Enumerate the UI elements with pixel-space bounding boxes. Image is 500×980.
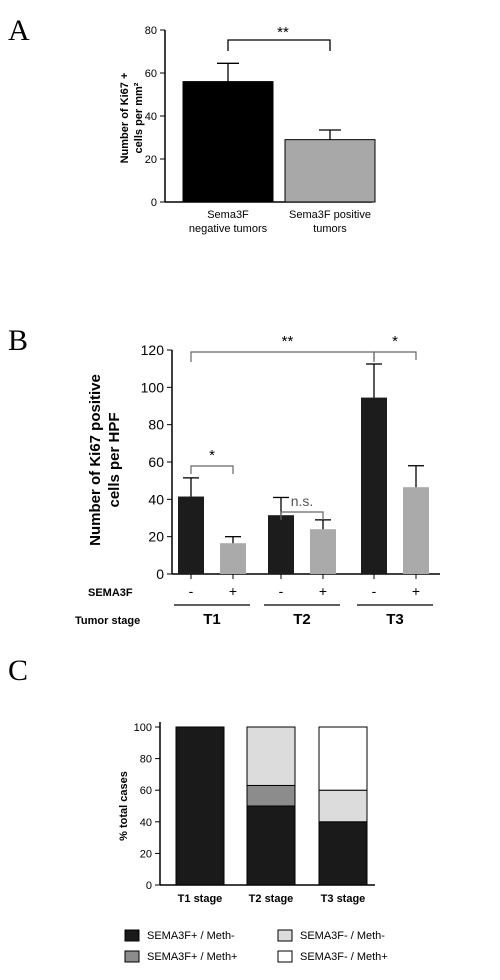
x-tick-label: negative tumors <box>189 223 268 235</box>
stage-row-label: Tumor stage <box>75 615 140 627</box>
sign-label: + <box>229 583 237 599</box>
significance-bracket <box>190 465 234 474</box>
y-tick-label: 60 <box>148 454 164 470</box>
sign-label: + <box>319 583 327 599</box>
legend-label: SEMA3F+ / Meth+ <box>147 951 237 963</box>
significance-bracket <box>227 39 331 51</box>
legend-label: SEMA3F- / Meth- <box>300 930 385 942</box>
treatment-row-label: SEMA3F <box>88 587 133 599</box>
bar <box>403 487 429 574</box>
sign-label: + <box>412 583 420 599</box>
stacked-segment <box>246 726 296 786</box>
stacked-segment <box>175 726 225 886</box>
significance-label: ** <box>277 24 289 41</box>
legend-swatch <box>277 929 293 942</box>
x-tick-label: Sema3F <box>207 209 249 221</box>
legend-label: SEMA3F- / Meth+ <box>300 951 388 963</box>
group-label: T1 <box>203 611 221 628</box>
x-tick-label: T1 stage <box>178 893 223 905</box>
y-tick-label: 80 <box>140 754 152 766</box>
y-tick-label: 100 <box>134 722 152 734</box>
significance-bracket-across <box>190 351 375 362</box>
bar <box>310 529 336 574</box>
stacked-segment <box>318 821 368 886</box>
group-label: T2 <box>293 611 311 628</box>
y-axis-label-line: Number of Ki67 positive <box>87 374 104 546</box>
y-axis-label: % total cases <box>118 771 130 841</box>
chart-a: 0 20 40 60 80 Sema3F negative tumors Sema3F pos… <box>119 24 376 235</box>
x-tick-label: T2 stage <box>249 893 294 905</box>
legend-swatch <box>124 950 140 963</box>
group-label: T3 <box>386 611 404 628</box>
y-axis-label-line: cells per mm² <box>133 82 145 153</box>
x-tick-label: T3 stage <box>321 893 366 905</box>
y-tick-label: 100 <box>141 379 165 395</box>
bar <box>220 543 246 574</box>
stacked-segment <box>318 789 368 823</box>
bar <box>268 515 294 574</box>
y-tick-label: 20 <box>145 154 157 166</box>
y-tick-label: 20 <box>140 848 152 860</box>
bar <box>361 397 387 574</box>
significance-bracket <box>280 511 324 520</box>
sign-label: - <box>189 583 194 599</box>
y-tick-label: 120 <box>141 342 165 358</box>
y-axis-label-line: cells per HPF <box>106 412 123 507</box>
bar <box>182 81 274 203</box>
y-tick-label: 40 <box>140 817 152 829</box>
chart-c: 0 20 40 60 80 100 T1 stage T2 stage T3 stage % to… <box>118 722 388 963</box>
bar <box>178 496 204 574</box>
panel-label-c: C <box>8 654 28 687</box>
legend-swatch <box>124 929 140 942</box>
y-tick-label: 20 <box>148 529 164 545</box>
y-tick-label: 60 <box>145 68 157 80</box>
stacked-segment <box>246 784 296 807</box>
x-tick-label: Sema3F positive <box>289 209 371 221</box>
stacked-segment <box>246 805 296 886</box>
significance-label: * <box>392 333 398 350</box>
x-tick-label: tumors <box>313 223 347 235</box>
sign-label: - <box>279 583 284 599</box>
legend-swatch <box>277 950 293 963</box>
significance-bracket <box>373 351 417 360</box>
y-tick-label: 0 <box>151 197 157 209</box>
y-axis-label-line: Number of Ki67 + <box>119 73 131 164</box>
panel-label-a: A <box>8 14 30 47</box>
y-tick-label: 40 <box>148 491 164 507</box>
legend-label: SEMA3F+ / Meth- <box>147 930 235 942</box>
y-axis-label: Number of Ki67 positive cells per HPF <box>87 374 123 546</box>
significance-label-across: ** <box>282 333 294 350</box>
stacked-segment <box>318 726 368 791</box>
y-tick-label: 40 <box>145 111 157 123</box>
y-tick-label: 80 <box>145 25 157 37</box>
y-tick-label: 80 <box>148 417 164 433</box>
significance-label: * <box>209 447 215 464</box>
significance-label: n.s. <box>291 493 314 509</box>
y-tick-label: 0 <box>146 880 152 892</box>
y-tick-label: 0 <box>156 566 164 582</box>
sign-label: - <box>372 583 377 599</box>
y-tick-label: 60 <box>140 785 152 797</box>
y-axis-label: Number of Ki67 + cells per mm² <box>119 73 145 164</box>
panel-label-b: B <box>8 324 28 357</box>
bar <box>284 139 376 203</box>
